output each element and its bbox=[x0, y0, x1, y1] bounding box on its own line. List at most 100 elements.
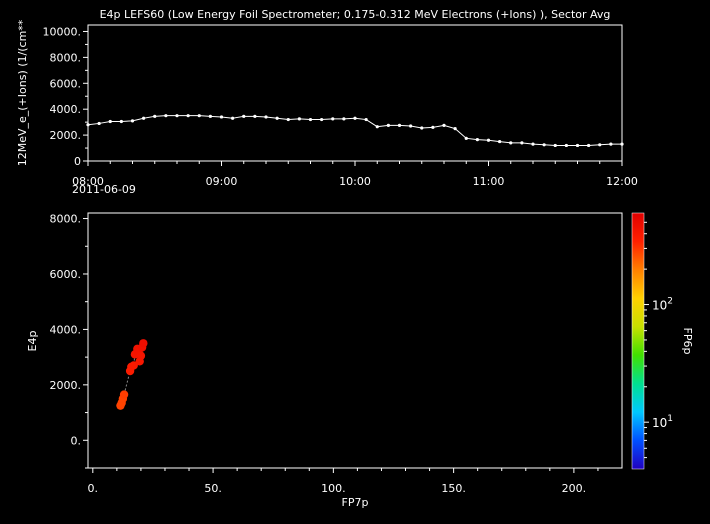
timeseries-frame bbox=[87, 24, 623, 162]
timeseries-line bbox=[87, 115, 622, 146]
timeseries-date-label: 2011-06-09 bbox=[72, 183, 136, 196]
timeseries-point bbox=[219, 115, 224, 119]
timeseries-point bbox=[575, 143, 580, 148]
timeseries-point bbox=[231, 116, 235, 120]
timeseries-point bbox=[553, 143, 557, 148]
timeseries-point bbox=[242, 114, 246, 118]
scatter-x-tick-label: 50. bbox=[204, 482, 222, 495]
timeseries-y-tick-label: 8000. bbox=[50, 51, 82, 64]
timeseries-y-tick-label: 6000. bbox=[50, 77, 82, 90]
timeseries-x-tick-label: 11:00 bbox=[473, 175, 505, 188]
timeseries-point bbox=[509, 141, 513, 145]
colorbar-tick-exponent: 2 bbox=[667, 297, 673, 307]
timeseries-point bbox=[587, 143, 591, 148]
scatter-points bbox=[116, 339, 148, 410]
timeseries-point bbox=[164, 114, 168, 118]
timeseries-y-axis-label: 12MeV_e_(+Ions) (1/(cm** bbox=[16, 19, 29, 166]
scatter-x-tick-label: 200. bbox=[562, 482, 587, 495]
timeseries-point bbox=[420, 126, 424, 130]
scatter-y-tick-label: 2000. bbox=[50, 379, 82, 392]
timeseries-x-tick-label: 09:00 bbox=[206, 175, 238, 188]
timeseries-point bbox=[486, 138, 491, 142]
scatter-x-ticks: 0. 50. 100. 150. 200. bbox=[88, 468, 599, 495]
colorbar-frame bbox=[631, 212, 645, 470]
colorbar-tick-base: 10 bbox=[652, 299, 667, 313]
timeseries-point bbox=[275, 116, 279, 120]
timeseries-x-tick-label: 10:00 bbox=[339, 175, 371, 188]
timeseries-point bbox=[431, 125, 435, 129]
timeseries-point bbox=[297, 117, 301, 121]
timeseries-point bbox=[342, 117, 346, 121]
timeseries-point bbox=[531, 142, 535, 146]
timeseries-point bbox=[397, 123, 402, 127]
timeseries-y-ticks: 0 2000. 4000. 6000. 8000. 10000. bbox=[43, 25, 88, 168]
scatter-point bbox=[139, 339, 148, 348]
timeseries-y-tick-label: 4000. bbox=[50, 103, 82, 116]
timeseries-y-tick-label: 2000. bbox=[50, 129, 82, 142]
scatter-y-tick-label: 6000. bbox=[50, 268, 82, 281]
scatter-x-tick-label: 0. bbox=[88, 482, 99, 495]
timeseries-point bbox=[598, 143, 602, 147]
timeseries-point bbox=[86, 123, 90, 127]
timeseries-title: E4p LEFS60 (Low Energy Foil Spectrometer… bbox=[100, 8, 611, 21]
scatter-point bbox=[129, 361, 138, 370]
timeseries-point bbox=[142, 116, 146, 120]
timeseries-point bbox=[364, 117, 368, 122]
timeseries-point bbox=[308, 117, 313, 122]
scatter-x-tick-label: 100. bbox=[321, 482, 346, 495]
timeseries-point bbox=[331, 117, 335, 121]
timeseries-y-tick-label: 0 bbox=[74, 155, 81, 168]
colorbar-tick-base: 10 bbox=[652, 416, 667, 430]
timeseries-point bbox=[520, 141, 524, 145]
timeseries-point bbox=[320, 117, 324, 122]
timeseries-point bbox=[264, 115, 268, 119]
timeseries-point bbox=[464, 136, 468, 140]
timeseries-point bbox=[542, 143, 546, 147]
scatter-point bbox=[136, 351, 146, 360]
scatter-x-tick-label: 150. bbox=[441, 482, 466, 495]
scatter-panel: 0. 2000. 4000. 6000. 8000. 0. 50. 100. 150. 200.… bbox=[26, 212, 623, 509]
timeseries-point bbox=[97, 121, 101, 126]
timeseries-point bbox=[609, 142, 613, 146]
timeseries-point bbox=[620, 142, 624, 146]
colorbar-tick-label: 102 bbox=[652, 297, 673, 313]
timeseries-point bbox=[119, 119, 123, 124]
timeseries-markers bbox=[86, 114, 624, 148]
timeseries-x-tick-label: 08:00 bbox=[72, 175, 104, 188]
timeseries-point bbox=[286, 117, 290, 122]
timeseries-point bbox=[375, 125, 379, 129]
timeseries-point bbox=[453, 127, 457, 131]
timeseries-point bbox=[442, 123, 446, 127]
timeseries-point bbox=[253, 114, 257, 118]
scatter-y-tick-label: 0. bbox=[71, 434, 82, 447]
timeseries-point bbox=[386, 123, 390, 127]
scatter-frame bbox=[87, 212, 623, 469]
timeseries-point bbox=[409, 124, 413, 128]
timeseries-point bbox=[208, 114, 212, 118]
timeseries-point bbox=[153, 114, 157, 118]
timeseries-point bbox=[130, 119, 135, 123]
timeseries-point bbox=[175, 114, 179, 118]
timeseries-x-tick-label: 12:00 bbox=[606, 175, 638, 188]
colorbar-label: FP6p bbox=[681, 328, 694, 355]
timeseries-point bbox=[475, 138, 479, 142]
scatter-x-axis-label: FP7p bbox=[342, 496, 369, 509]
timeseries-point bbox=[498, 139, 502, 144]
scatter-y-ticks: 0. 2000. 4000. 6000. 8000. bbox=[50, 213, 88, 469]
timeseries-point bbox=[108, 119, 112, 124]
scatter-y-axis-label: E4p bbox=[26, 331, 39, 352]
colorbar-gradient bbox=[632, 213, 644, 469]
timeseries-panel: E4p LEFS60 (Low Energy Foil Spectrometer… bbox=[16, 8, 638, 196]
colorbar-tick-exponent: 1 bbox=[667, 414, 673, 424]
scatter-point bbox=[119, 390, 129, 399]
timeseries-x-ticks: 08:00 09:00 10:00 11:00 12:00 bbox=[72, 161, 638, 188]
timeseries-point bbox=[353, 116, 357, 120]
timeseries-point bbox=[564, 143, 568, 148]
timeseries-y-tick-label: 10000. bbox=[43, 25, 82, 38]
colorbar-tick-label: 101 bbox=[652, 414, 673, 430]
timeseries-point bbox=[197, 114, 201, 118]
timeseries-point bbox=[186, 114, 190, 118]
scatter-y-tick-label: 8000. bbox=[50, 213, 82, 226]
